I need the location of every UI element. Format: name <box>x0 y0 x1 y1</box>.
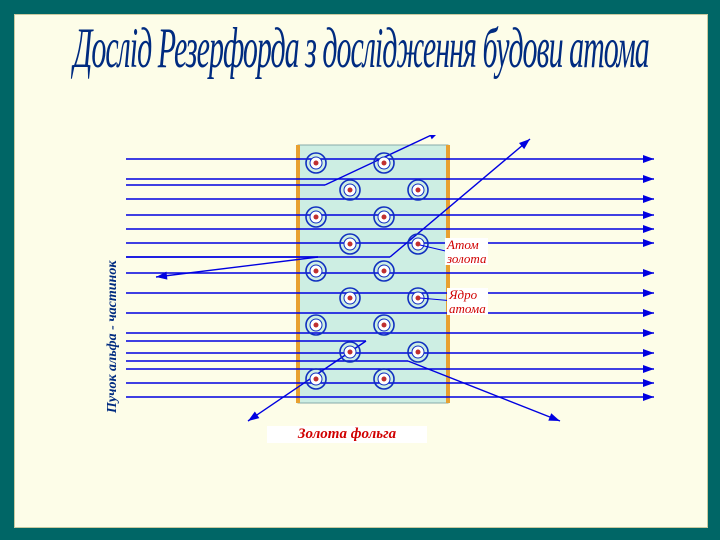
nucleus-label: Ядро атома <box>447 288 488 315</box>
nucleus-label-line2: атома <box>449 301 486 316</box>
rutherford-diagram <box>120 135 660 425</box>
slide-title: Дослід Резерфорда з дослідження будови а… <box>15 18 707 83</box>
foil-caption: Золота фольга <box>267 426 427 443</box>
atom-label: Атом золота <box>445 238 488 265</box>
atom-label-line2: золота <box>447 251 486 266</box>
slide-surface: Дослід Резерфорда з дослідження будови а… <box>14 14 708 528</box>
beam-axis-label: Пучок альфа - частинок <box>105 261 121 413</box>
